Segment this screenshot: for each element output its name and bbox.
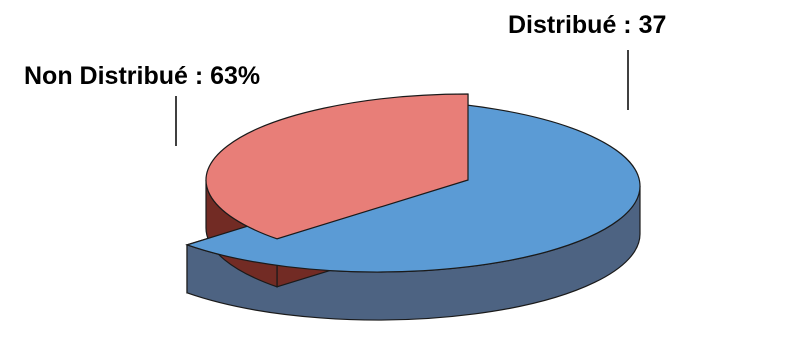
slice-label-distribue: Distribué : 37 xyxy=(508,11,666,39)
slice-top-distribue xyxy=(205,93,469,240)
slice-labels: Non Distribué : 63% Distribué : 37 xyxy=(24,11,666,90)
leader-lines xyxy=(175,50,629,146)
pie-tops xyxy=(185,93,641,273)
slice-label-non-distribue: Non Distribué : 63% xyxy=(24,62,260,90)
